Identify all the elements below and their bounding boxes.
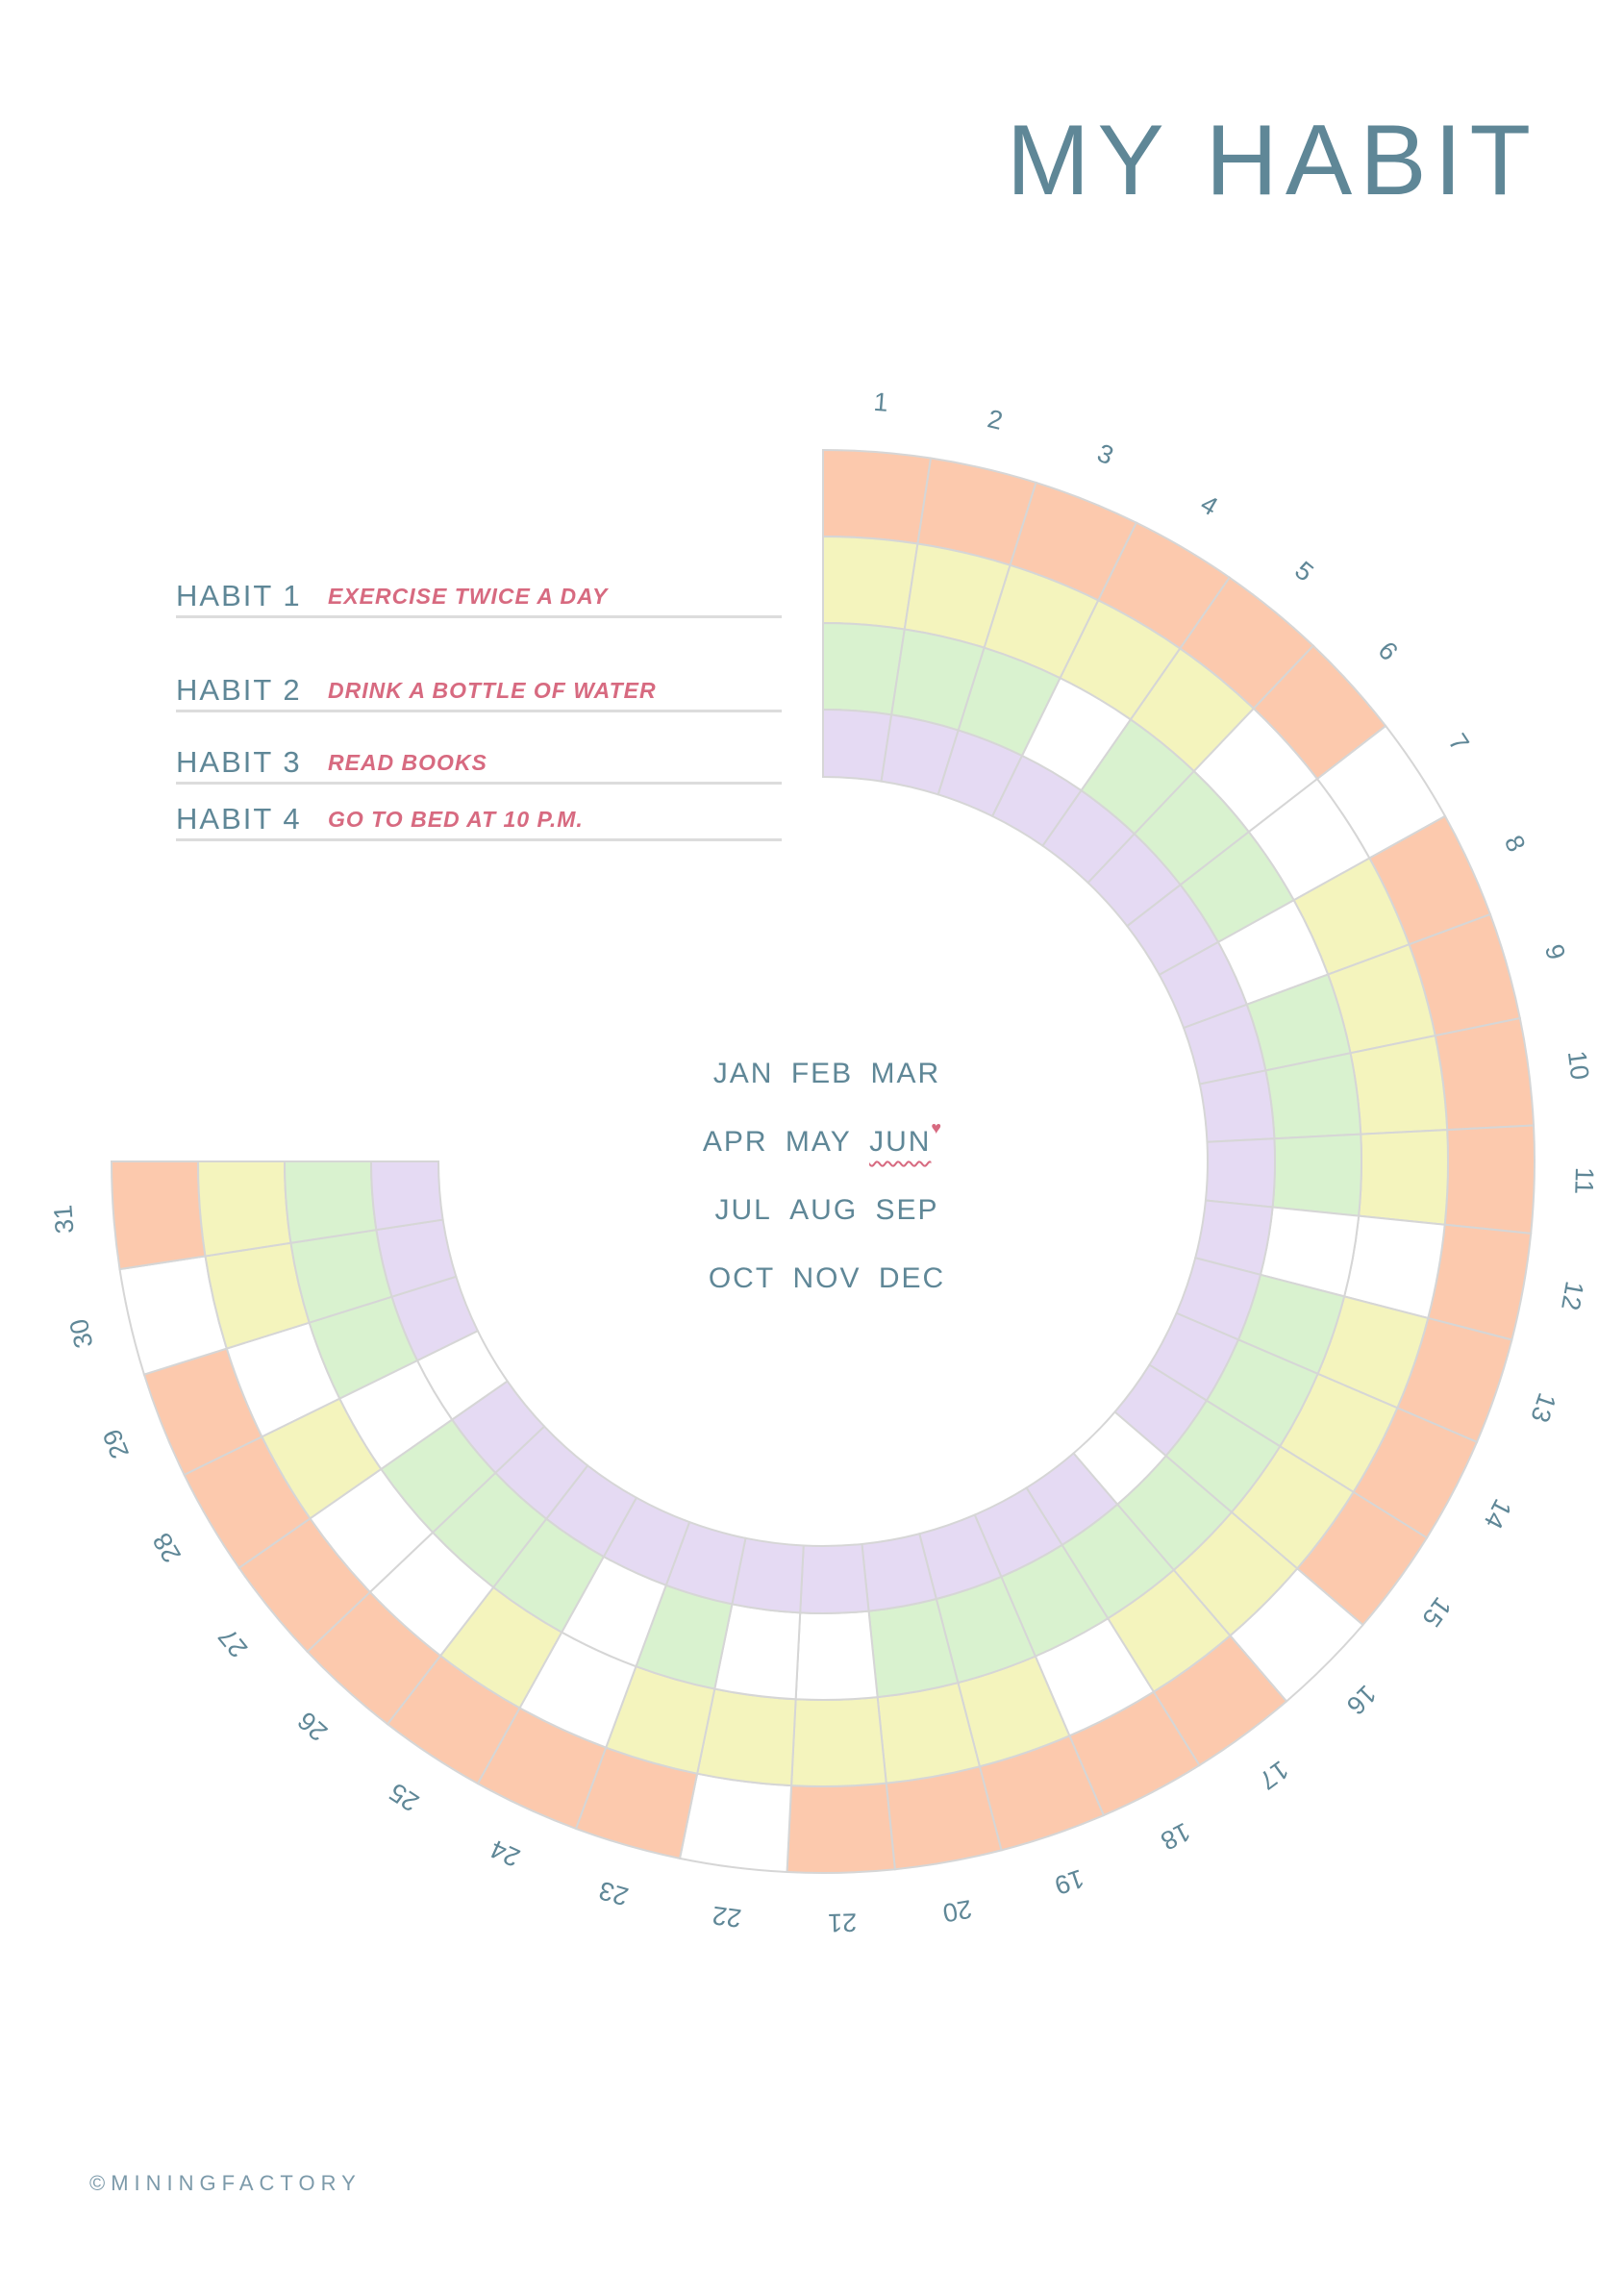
habit-value[interactable]: READ BOOKS [328,750,487,775]
day-label-7: 7 [1443,729,1475,757]
habit3-day-31-cell[interactable] [283,1160,378,1244]
habit4-day-21-cell[interactable] [799,1542,870,1614]
month-apr[interactable]: APR [702,1126,768,1158]
habit1-day-11-cell[interactable] [1443,1124,1536,1235]
habit-value[interactable]: DRINK A BOTTLE OF WATER [328,678,657,703]
day-label-5: 5 [1289,556,1319,587]
month-jul[interactable]: JUL [714,1194,772,1226]
day-label-22: 22 [711,1901,743,1934]
month-row-1: JAN FEB MAR [673,1058,981,1090]
month-jan[interactable]: JAN [712,1058,774,1089]
habit-label: HABIT 1 [176,579,302,612]
day-label-30: 30 [64,1316,99,1351]
habit-label: HABIT 3 [176,745,302,779]
day-label-9: 9 [1539,941,1571,963]
habit2-day-10-cell[interactable] [1349,1034,1449,1136]
day-label-26: 26 [292,1706,333,1746]
habit2-day-1-cell[interactable] [822,535,919,631]
day-label-8: 8 [1499,831,1532,856]
day-label-21: 21 [828,1908,858,1937]
habit4-day-10-cell[interactable] [1198,1069,1276,1143]
day-label-31: 31 [48,1204,79,1235]
habit3-day-21-cell[interactable] [794,1610,879,1701]
day-label-20: 20 [940,1894,974,1928]
habit2-day-31-cell[interactable] [196,1160,292,1258]
habit-row-4[interactable]: HABIT 4 GO TO BED AT 10 P.M. [176,800,782,841]
month-jun-selected[interactable]: JUN [869,1126,932,1158]
day-label-11: 11 [1569,1167,1599,1195]
day-label-4: 4 [1196,489,1223,521]
day-label-19: 19 [1051,1863,1087,1900]
habit-row-3[interactable]: HABIT 3 READ BOOKS [176,743,782,785]
habit1-day-31-cell[interactable] [110,1160,207,1271]
month-mar[interactable]: MAR [870,1058,941,1089]
habit-label: HABIT 2 [176,673,302,707]
habit-value[interactable]: GO TO BED AT 10 P.M. [328,807,584,832]
month-aug[interactable]: AUG [789,1194,859,1226]
day-label-25: 25 [384,1777,424,1817]
month-may[interactable]: MAY [785,1126,852,1158]
heart-icon: ♥ [931,1118,944,1137]
habit4-day-31-cell[interactable] [369,1160,444,1232]
day-label-17: 17 [1254,1755,1294,1795]
day-label-6: 6 [1372,636,1403,666]
day-label-18: 18 [1156,1817,1195,1857]
habit2-day-21-cell[interactable] [790,1696,887,1787]
day-label-27: 27 [212,1622,253,1662]
day-label-12: 12 [1556,1279,1589,1312]
habit2-day-11-cell[interactable] [1358,1129,1449,1226]
habit4-day-1-cell[interactable] [822,708,893,783]
day-label-23: 23 [596,1876,632,1911]
habit-label: HABIT 4 [176,802,302,836]
habit-row-2[interactable]: HABIT 2 DRINK A BOTTLE OF WATER [176,671,782,712]
habit1-day-22-cell[interactable] [678,1772,793,1874]
month-sep[interactable]: SEP [875,1194,939,1226]
habit1-day-1-cell[interactable] [822,448,933,545]
day-label-15: 15 [1416,1592,1457,1633]
month-row-3: JUL AUG SEP [673,1194,981,1227]
month-row-4: OCT NOV DEC [673,1262,981,1295]
copyright-footer: ©MININGFACTORY [89,2171,362,2195]
habit3-day-11-cell[interactable] [1271,1133,1362,1217]
habit4-day-11-cell[interactable] [1204,1137,1276,1209]
day-label-28: 28 [147,1528,187,1567]
day-label-16: 16 [1341,1680,1382,1720]
day-label-13: 13 [1525,1389,1561,1426]
habit-value[interactable]: EXERCISE TWICE A DAY [328,584,609,609]
habit3-day-1-cell[interactable] [822,621,906,716]
day-label-10: 10 [1562,1049,1595,1082]
habit-row-1[interactable]: HABIT 1 EXERCISE TWICE A DAY [176,577,782,618]
day-label-3: 3 [1093,438,1117,470]
month-nov[interactable]: NOV [792,1262,861,1294]
day-label-14: 14 [1479,1494,1518,1534]
day-label-24: 24 [486,1834,524,1873]
day-label-1: 1 [872,387,888,417]
habit1-day-21-cell[interactable] [786,1782,896,1874]
month-oct[interactable]: OCT [708,1262,776,1294]
month-feb[interactable]: FEB [790,1058,854,1089]
day-label-29: 29 [97,1425,135,1462]
page-title: MY HABIT [1006,105,1538,216]
month-row-2: APR MAY JUN♥ [673,1118,981,1159]
month-dec[interactable]: DEC [878,1262,946,1294]
day-label-2: 2 [985,404,1005,436]
habit1-day-10-cell[interactable] [1434,1016,1536,1132]
